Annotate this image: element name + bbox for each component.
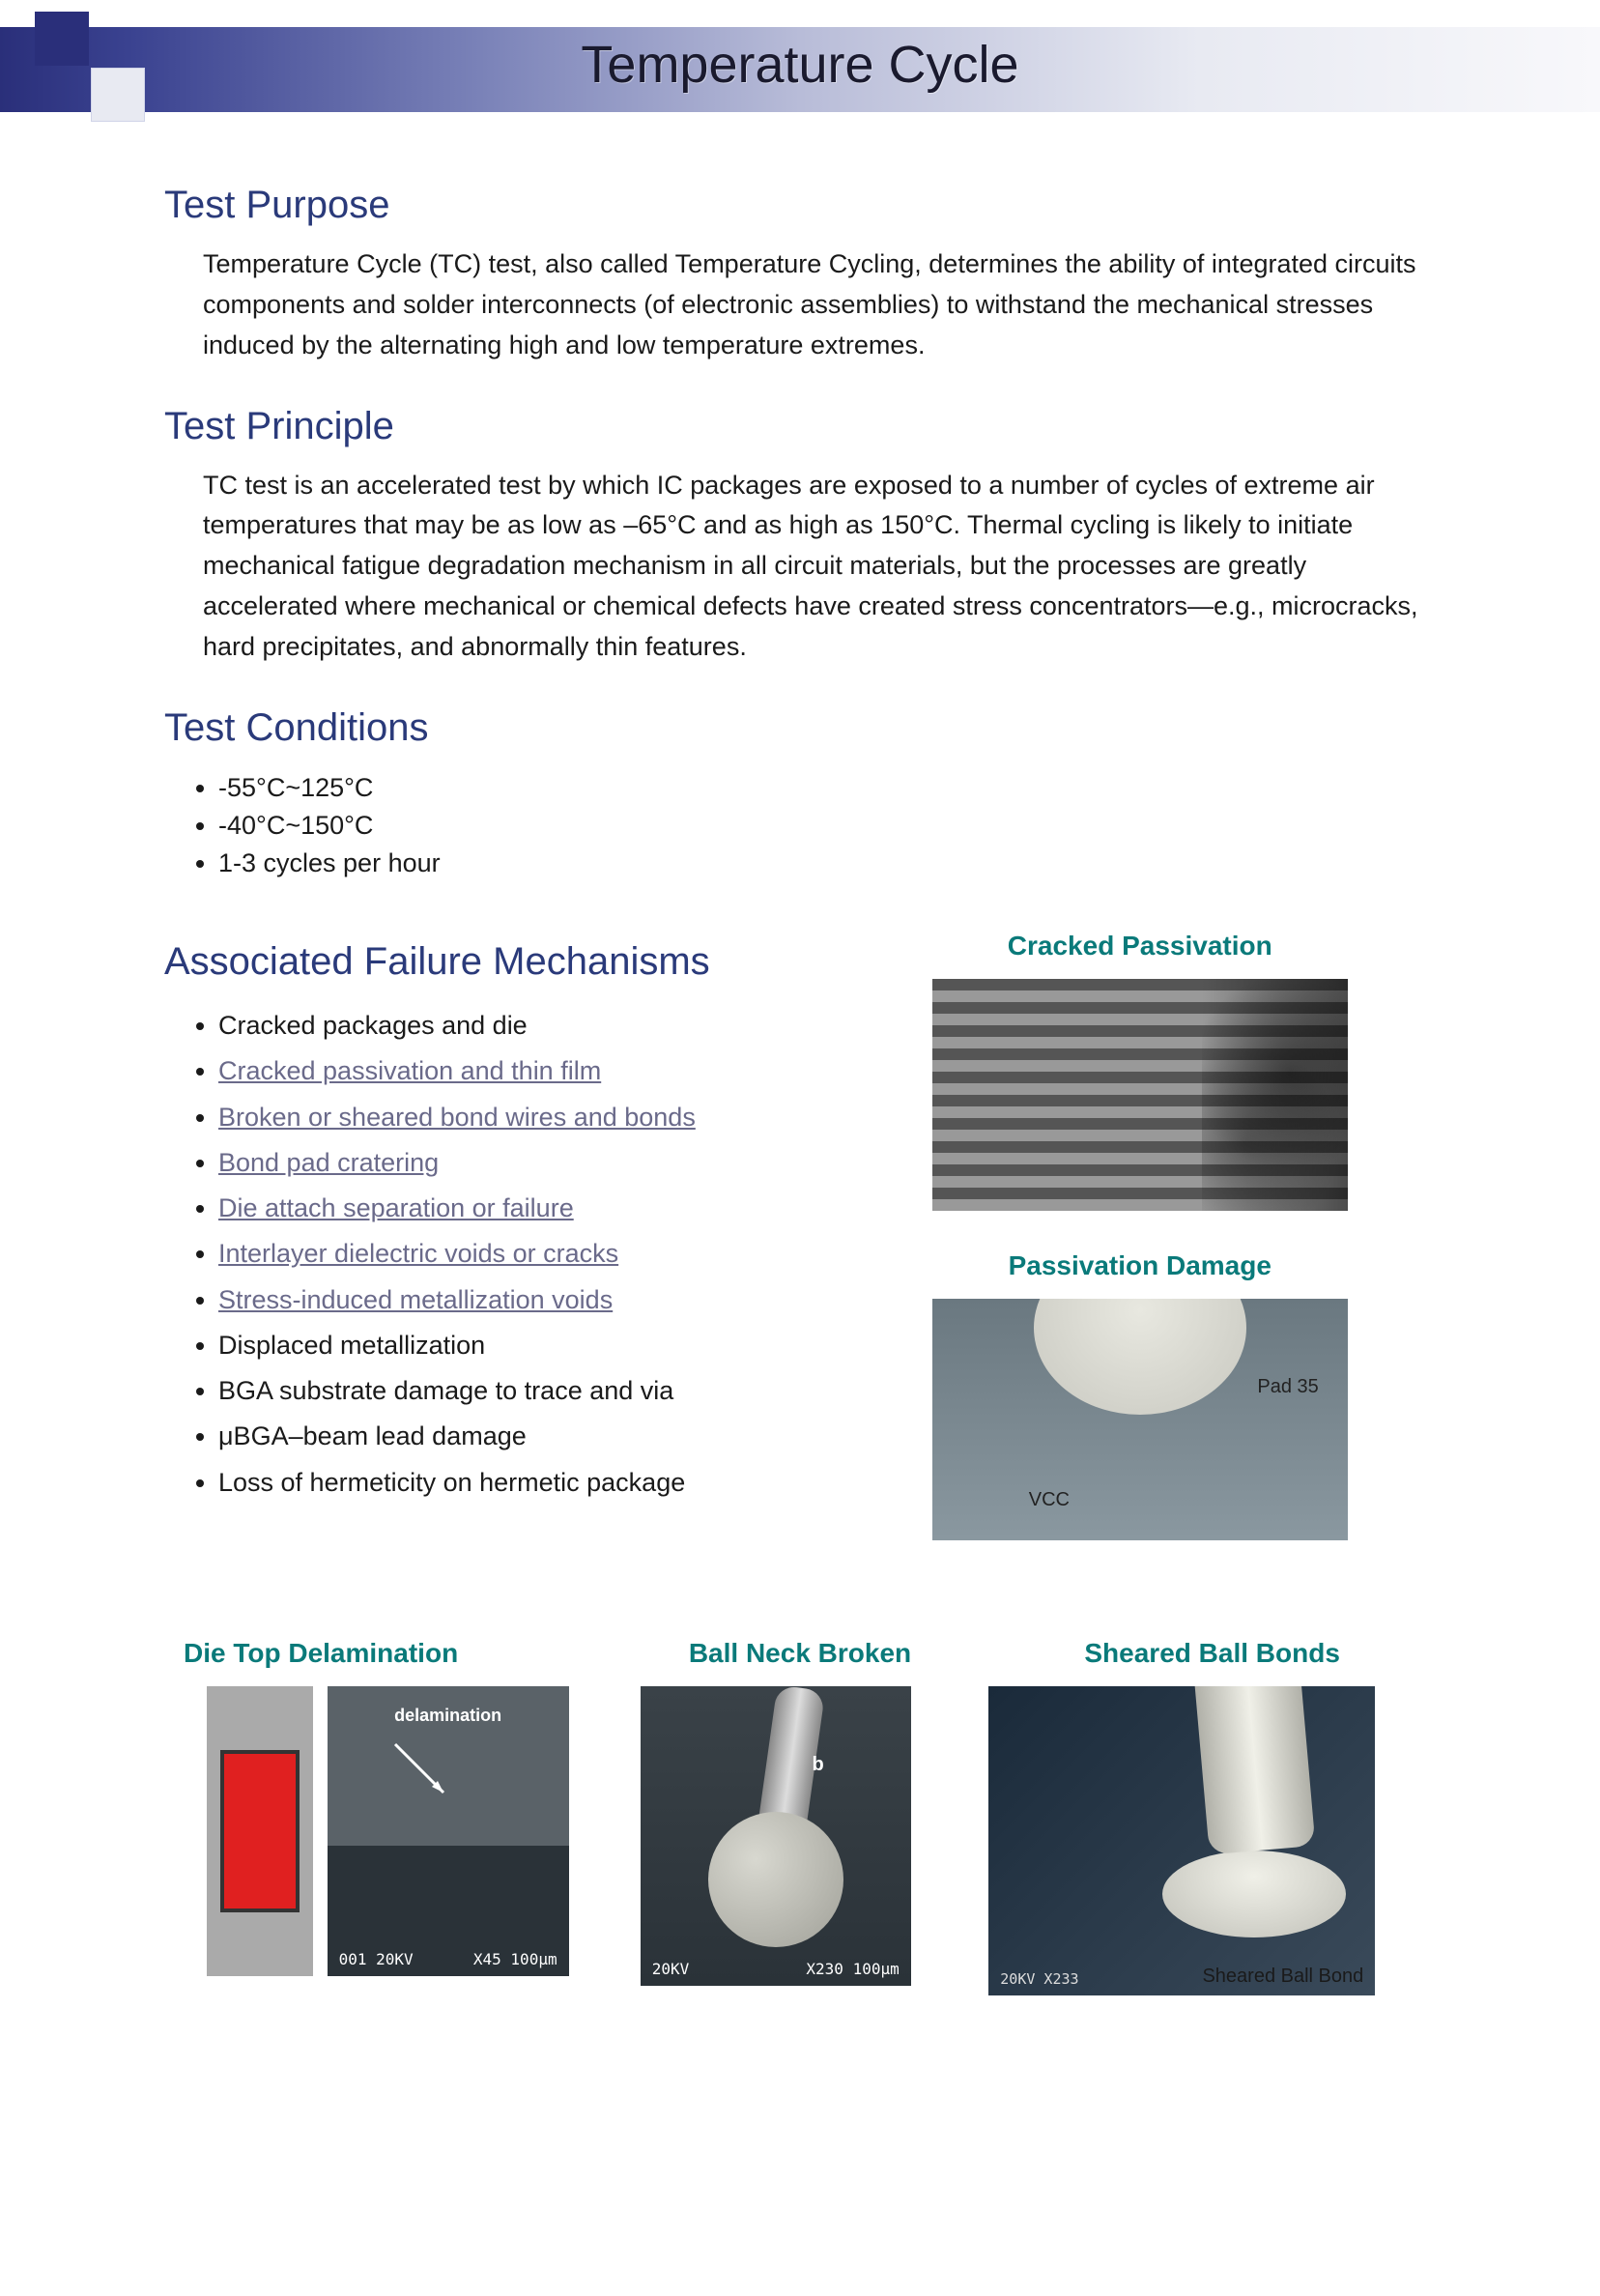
figure-cracked-passivation xyxy=(932,979,1348,1211)
text-test-principle: TC test is an accelerated test by which … xyxy=(203,466,1436,668)
passivation-pad-label: Pad 35 xyxy=(1257,1376,1318,1398)
page-title: Temperature Cycle xyxy=(0,35,1600,95)
sheared-stub-shape xyxy=(1193,1686,1316,1854)
mechanism-item-link[interactable]: Broken or sheared bond wires and bonds xyxy=(218,1095,806,1140)
figure-delamination-sem: delamination 001 20KV X45 100μm xyxy=(328,1686,569,1976)
heading-test-conditions: Test Conditions xyxy=(164,706,1436,750)
slide-header: Temperature Cycle xyxy=(0,0,1600,135)
condition-item: -40°C~150°C xyxy=(218,807,1436,845)
condition-item: 1-3 cycles per hour xyxy=(218,845,1436,882)
figure-title-passivation-damage: Passivation Damage xyxy=(844,1250,1436,1281)
delamination-inner-label: delamination xyxy=(394,1706,501,1726)
figure-title-sheared-ball-bonds: Sheared Ball Bonds xyxy=(988,1638,1436,1669)
mechanism-item-link[interactable]: Stress-induced metallization voids xyxy=(218,1277,806,1323)
mechanisms-right-figures: Cracked Passivation Passivation Damage P… xyxy=(844,931,1436,1580)
mechanism-item: μBGA–beam lead damage xyxy=(218,1414,806,1459)
mechanism-item: Cracked packages and die xyxy=(218,1003,806,1048)
mechanism-item-link[interactable]: Die attach separation or failure xyxy=(218,1186,806,1231)
heading-test-purpose: Test Purpose xyxy=(164,184,1436,227)
arrow-icon xyxy=(386,1735,463,1812)
page-root: Temperature Cycle Test Purpose Temperatu… xyxy=(0,0,1600,2296)
mechanism-item-link[interactable]: Interlayer dielectric voids or cracks xyxy=(218,1231,806,1277)
sheared-scale-bar: 20KV X233 xyxy=(1000,1970,1078,1988)
delamination-scale-bar: 001 20KV X45 100μm xyxy=(339,1950,557,1968)
mechanism-item: BGA substrate damage to trace and via xyxy=(218,1368,806,1414)
figure-title-die-top-delamination: Die Top Delamination xyxy=(184,1638,612,1669)
ballneck-marker-label: b xyxy=(813,1754,824,1776)
figure-group-delamination: Die Top Delamination delamination 001 20… xyxy=(164,1638,612,1976)
mechanisms-left: Associated Failure Mechanisms Cracked pa… xyxy=(164,931,806,1580)
figure-delamination-thermal xyxy=(207,1686,313,1976)
content-area: Test Purpose Temperature Cycle (TC) test… xyxy=(0,135,1600,2053)
sheared-overlay-caption: Sheared Ball Bond xyxy=(1202,1966,1363,1988)
passivation-bump-shape xyxy=(1034,1299,1246,1415)
mechanism-item-link[interactable]: Bond pad cratering xyxy=(218,1140,806,1186)
bottom-figure-row: Die Top Delamination delamination 001 20… xyxy=(164,1638,1436,1995)
heading-test-principle: Test Principle xyxy=(164,405,1436,448)
ballneck-ball-shape xyxy=(708,1812,843,1947)
mechanism-item: Loss of hermeticity on hermetic package xyxy=(218,1460,806,1506)
sheared-base-shape xyxy=(1162,1851,1346,1937)
list-failure-mechanisms: Cracked packages and die Cracked passiva… xyxy=(218,1003,806,1506)
mechanism-item: Displaced metallization xyxy=(218,1323,806,1368)
figure-title-ball-neck-broken: Ball Neck Broken xyxy=(641,1638,960,1669)
mechanisms-row: Associated Failure Mechanisms Cracked pa… xyxy=(164,931,1436,1580)
condition-item: -55°C~125°C xyxy=(218,769,1436,807)
figure-ball-neck-broken: b 20KV X230 100μm xyxy=(641,1686,911,1986)
figure-group-ball-neck: Ball Neck Broken b 20KV X230 100μm xyxy=(641,1638,960,1986)
figure-passivation-damage: Pad 35 VCC xyxy=(932,1299,1348,1540)
mechanism-item-link[interactable]: Cracked passivation and thin film xyxy=(218,1048,806,1094)
list-test-conditions: -55°C~125°C -40°C~150°C 1-3 cycles per h… xyxy=(218,769,1436,882)
text-test-purpose: Temperature Cycle (TC) test, also called… xyxy=(203,244,1436,366)
figure-title-cracked-passivation: Cracked Passivation xyxy=(844,931,1436,961)
heading-failure-mechanisms: Associated Failure Mechanisms xyxy=(164,940,806,984)
ballneck-scale-bar: 20KV X230 100μm xyxy=(652,1960,900,1978)
passivation-vcc-label: VCC xyxy=(1029,1489,1070,1511)
figure-sheared-ball-bonds: 20KV X233 Sheared Ball Bond xyxy=(988,1686,1375,1995)
figure-group-sheared-bonds: Sheared Ball Bonds 20KV X233 Sheared Bal… xyxy=(988,1638,1436,1995)
